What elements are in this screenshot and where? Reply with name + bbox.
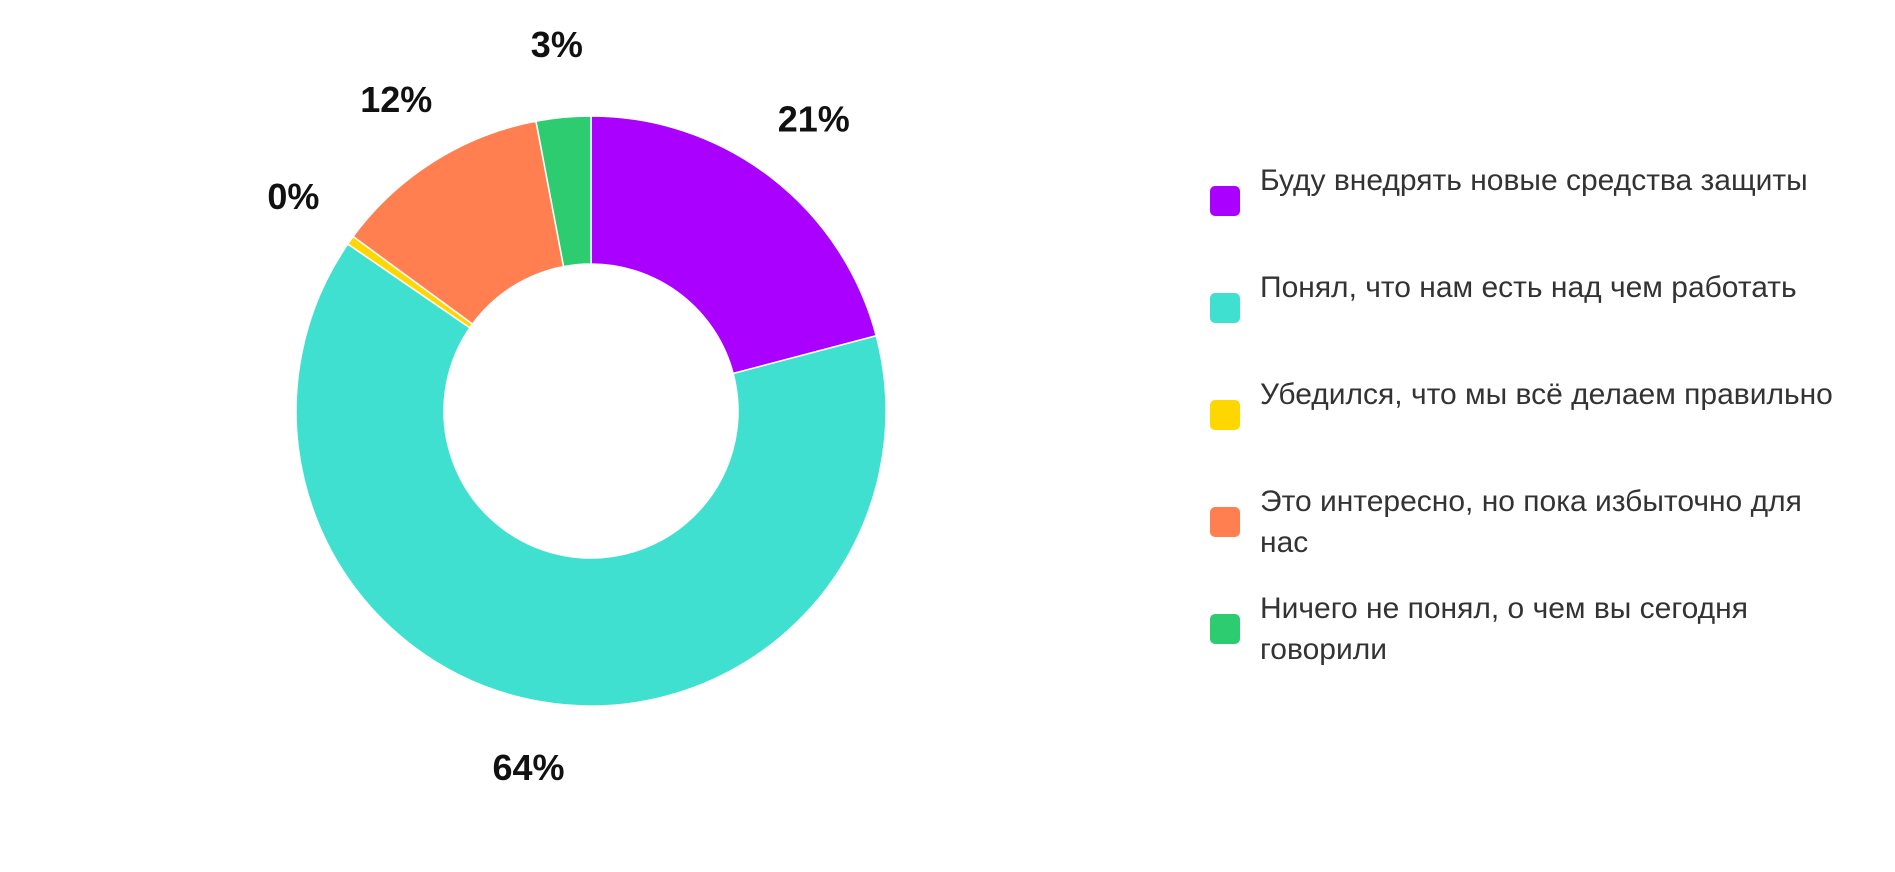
legend-item: Буду внедрять новые средства защиты xyxy=(1210,160,1850,244)
slice-implement xyxy=(590,115,878,375)
slice-redundant xyxy=(352,120,565,326)
data-label: 21% xyxy=(778,98,850,139)
legend-label: Буду внедрять новые средства защиты xyxy=(1260,164,1808,197)
legend-swatch xyxy=(1210,400,1240,430)
legend-swatch xyxy=(1210,614,1240,644)
data-label: 64% xyxy=(493,747,565,788)
legend-label: Понял, что нам есть над чем работать xyxy=(1260,271,1797,304)
legend-item: Это интересно, но пока избыточно для нас xyxy=(1210,481,1850,565)
data-label: 0% xyxy=(267,176,319,217)
legend-item: Убедился, что мы всё делаем правильно xyxy=(1210,374,1850,458)
slices-group xyxy=(295,115,887,707)
data-label: 12% xyxy=(360,79,432,120)
legend-item: Понял, что нам есть над чем работать xyxy=(1210,267,1850,351)
legend-label: Ничего не понял, о чем вы сегодня говори… xyxy=(1260,592,1748,666)
legend-item: Ничего не понял, о чем вы сегодня говори… xyxy=(1210,588,1850,672)
legend-swatch xyxy=(1210,507,1240,537)
data-label: 3% xyxy=(531,24,583,65)
donut-chart: 21% 64% 0% 12% 3% xyxy=(267,24,887,788)
donut-svg: 21% 64% 0% 12% 3% xyxy=(267,24,887,788)
legend-swatch xyxy=(1210,186,1240,216)
slice-work-to-do xyxy=(295,242,887,707)
legend-label: Это интересно, но пока избыточно для нас xyxy=(1260,485,1802,559)
legend-swatch xyxy=(1210,293,1240,323)
legend-label: Убедился, что мы всё делаем правильно xyxy=(1260,378,1833,411)
slice-not-understood xyxy=(535,115,592,268)
legend: Буду внедрять новые средства защиты Поня… xyxy=(1210,160,1850,695)
labels-group: 21% 64% 0% 12% 3% xyxy=(267,24,849,788)
